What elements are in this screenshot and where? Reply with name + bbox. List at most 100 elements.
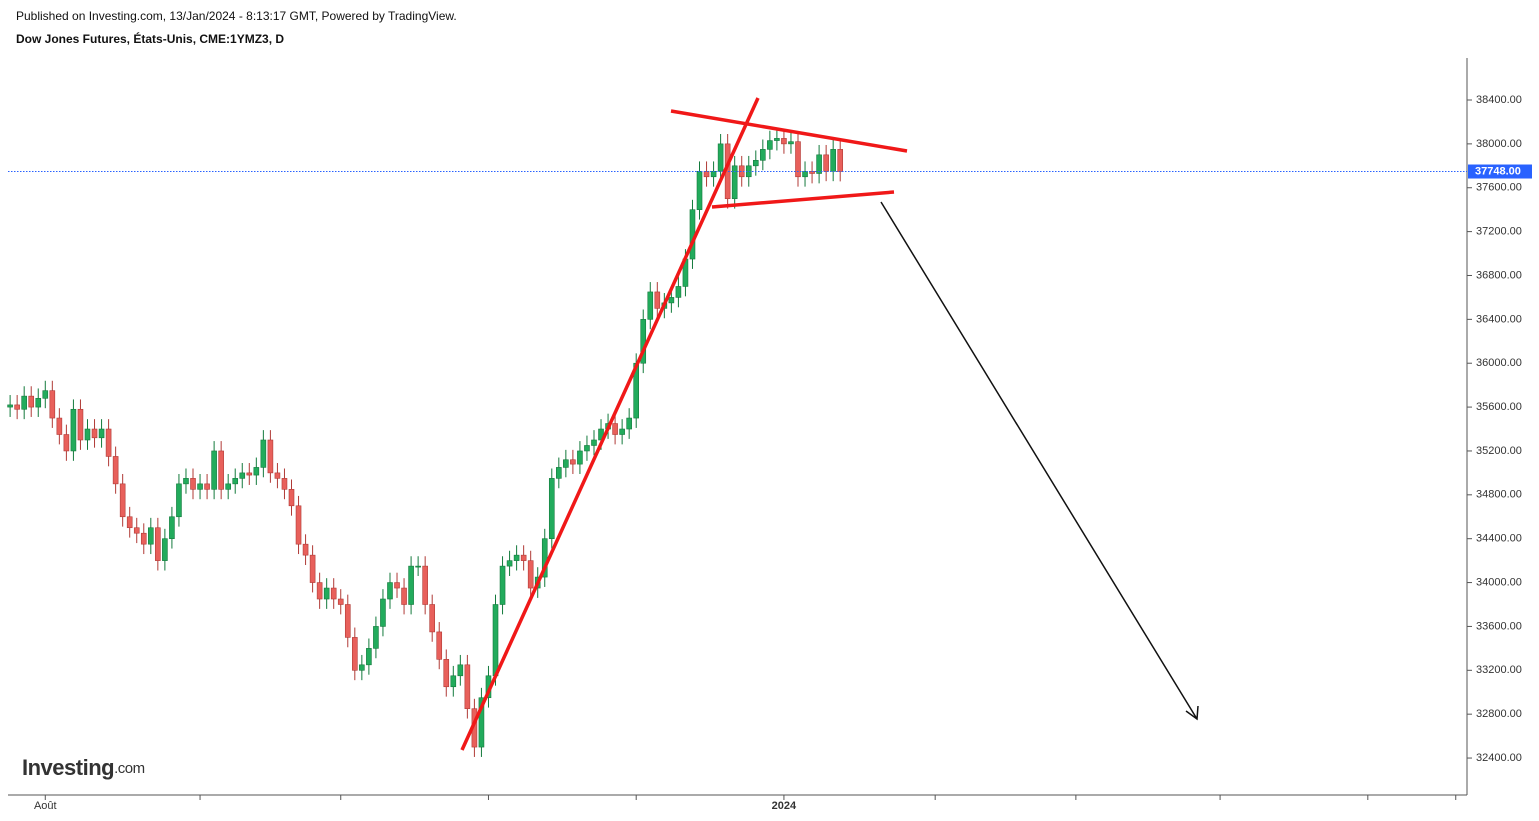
candle-body [77,408,84,441]
candle-body [140,532,147,545]
candle-body [520,554,527,561]
candle-body [668,297,675,304]
candle-body [373,626,379,649]
candle-body [478,697,485,748]
candle-body [717,143,724,172]
y-tick-label: 32800.00 [1476,708,1522,720]
candle-body [7,404,13,408]
candle-body [429,604,435,633]
candle-body [830,149,836,172]
candle-body [584,445,590,452]
candle-body [218,450,224,490]
candle-body [457,664,464,677]
candle-body [788,141,794,145]
y-tick-label: 32400.00 [1476,752,1522,764]
candle-body [619,428,625,435]
candle-body [63,434,70,452]
candle-body [176,483,182,518]
x-tick-label: Août [34,800,57,812]
candle-body [816,154,822,174]
y-tick-label: 35200.00 [1476,445,1522,457]
candle-body [781,138,787,145]
candle-body [513,554,520,561]
candle-body [767,140,773,150]
candle-body [21,395,27,410]
candle-body [563,459,569,468]
candle-body [696,170,703,210]
candle-body [35,398,42,408]
x-tick-label: 2024 [772,800,797,812]
candle-body [316,582,323,600]
candle-body [506,560,513,567]
y-tick-label: 33600.00 [1476,620,1522,632]
candle-body [359,664,365,671]
candle-body [802,170,808,178]
candle-body [541,538,548,578]
pennant-bottom [711,190,895,209]
candle-body [91,428,98,439]
candle-body [70,408,77,452]
candle-body [112,456,119,485]
candle-body [760,149,766,161]
candle-body [703,170,710,178]
candle-body [190,478,196,490]
logo-suffix: .com [114,760,145,777]
candle-body [774,138,780,141]
y-tick-label: 35600.00 [1476,401,1522,413]
candle-body [126,516,133,529]
candle-body [49,390,56,419]
candle-body [211,450,217,490]
candle-body [337,598,344,605]
candle-body [422,565,428,605]
candle-body [288,489,295,507]
candle-body [28,395,35,408]
y-tick-label: 38400.00 [1476,94,1522,106]
candle-body [443,659,450,688]
candle-body [204,483,210,490]
last-price-label: 37748.00 [1475,165,1521,177]
candle-body [752,160,759,167]
y-tick-label: 34000.00 [1476,576,1522,588]
candle-body [274,472,281,479]
y-tick-label: 34800.00 [1476,489,1522,501]
candle-body [302,543,309,556]
candle-body [450,675,457,688]
candle-body [387,582,393,600]
candle-body [309,554,316,583]
candle-body [246,472,253,476]
candle-body [133,527,140,534]
candle-body [612,423,618,435]
last-price-box [1468,164,1532,179]
candle-body [162,538,168,561]
candle-body [232,478,239,485]
candle-body [570,459,576,465]
candle-body [626,417,632,430]
candle-body [42,390,49,399]
candle-body [56,417,63,435]
pennant-top [670,109,908,153]
candle-body [267,439,274,474]
candle-body [169,516,175,539]
candle-body [260,439,267,468]
candle-body [710,170,717,178]
instrument-title: Dow Jones Futures, États-Unis, CME:1YMZ3… [16,31,284,46]
candle-body [492,604,499,677]
candle-body [14,404,20,410]
candle-body [119,483,126,518]
candle-body [577,450,583,465]
logo: Investing.com [22,755,145,780]
candle-body [415,565,421,568]
candle-body [148,527,154,545]
y-tick-label: 36000.00 [1476,357,1522,369]
candle-body [197,483,203,490]
candle-body [225,483,231,490]
y-tick-label: 36800.00 [1476,269,1522,281]
projection-arrow [880,201,1198,720]
candle-body [591,439,597,446]
candle-body [105,428,112,457]
candle-body [499,565,506,605]
candle-body [731,165,738,200]
candle-body [436,631,443,660]
y-tick-label: 38000.00 [1476,138,1522,150]
candle-body [155,527,161,561]
